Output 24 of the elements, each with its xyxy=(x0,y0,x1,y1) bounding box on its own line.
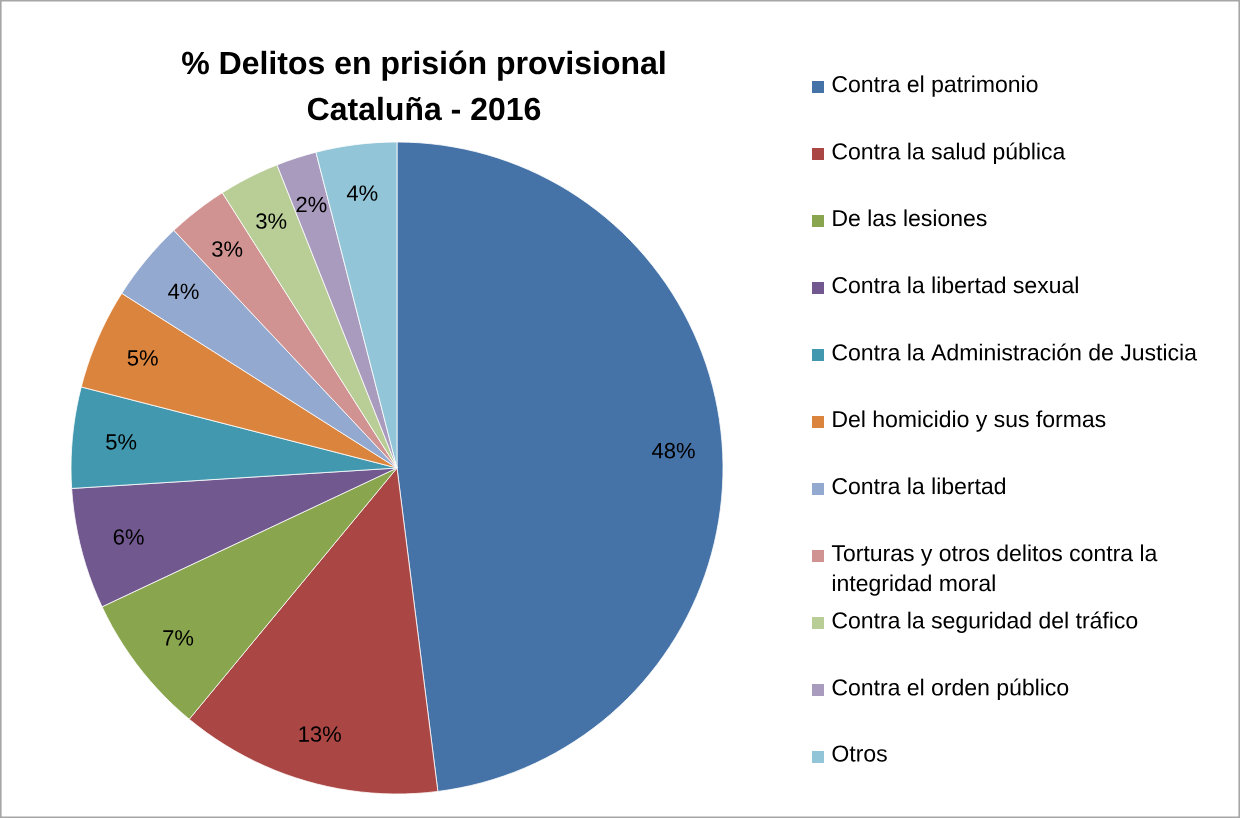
text: Cataluña - 2016 xyxy=(307,96,541,121)
legend-label: Contra la salud pública xyxy=(832,142,1066,165)
data-label: 48% xyxy=(652,442,695,459)
data-label: 3% xyxy=(256,213,287,229)
legend-label: Contra la seguridad del tráfico xyxy=(832,611,1138,634)
legend-label: Otros xyxy=(832,745,887,762)
data-label: 5% xyxy=(106,434,137,450)
legend-label: Del homicidio y sus formas xyxy=(833,410,1106,432)
data-label: 6% xyxy=(113,529,144,545)
data-label: 4% xyxy=(346,185,378,201)
legend-label: De las lesiones xyxy=(833,209,987,227)
legend-label: Contra el patrimonio xyxy=(832,75,1038,97)
data-label: 4% xyxy=(168,283,199,300)
legend-label: Torturas y otros delitos contra la integridad moral xyxy=(831,544,1158,596)
data-label: 3% xyxy=(212,241,243,257)
legend-label: Contra la libertad xyxy=(832,477,1006,495)
legend-label: Contra el orden público xyxy=(832,678,1069,701)
data-label: 2% xyxy=(296,196,327,213)
legend-label: Contra la libertad sexual xyxy=(832,276,1078,294)
legend-label: Contra la Administración de Justicia xyxy=(832,343,1197,361)
chart-title: % Delitos en prisión provisional xyxy=(182,50,665,81)
data-label: 7% xyxy=(163,630,194,646)
data-label: 5% xyxy=(127,350,158,366)
data-label: 13% xyxy=(299,726,341,742)
